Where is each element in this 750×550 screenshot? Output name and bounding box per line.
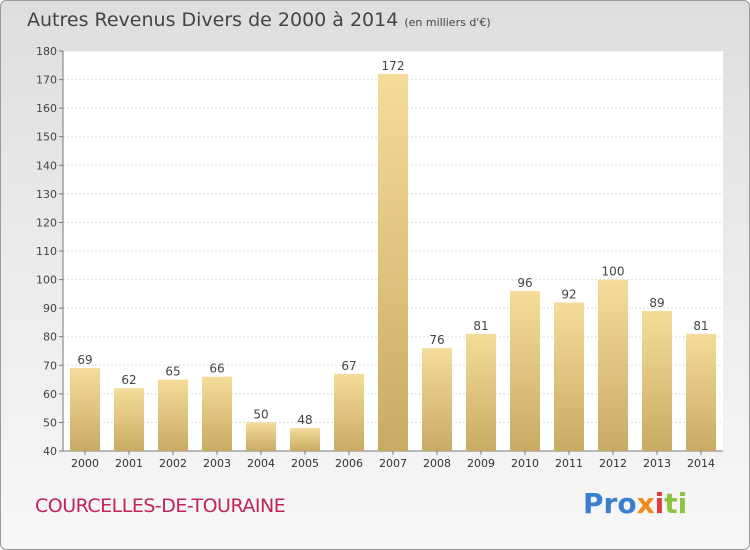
- data-label: 81: [693, 319, 708, 333]
- bar-2002: [158, 379, 188, 451]
- y-tick-label: 180: [36, 45, 57, 58]
- x-tick-label: 2004: [247, 457, 275, 470]
- bar-2013: [642, 311, 672, 451]
- y-tick-label: 170: [36, 74, 57, 87]
- data-label: 172: [382, 59, 405, 73]
- data-label: 100: [602, 265, 625, 279]
- y-tick-label: 90: [43, 302, 57, 315]
- data-label: 50: [253, 407, 268, 421]
- bar-2003: [202, 376, 232, 451]
- x-tick-label: 2001: [115, 457, 143, 470]
- x-tick-label: 2008: [423, 457, 451, 470]
- proxiti-logo: Proxiti: [583, 487, 688, 520]
- chart-unit: (en milliers d'€): [404, 16, 491, 29]
- y-tick-label: 150: [36, 131, 57, 144]
- bar-2006: [334, 373, 364, 451]
- y-tick-label: 140: [36, 159, 57, 172]
- data-label: 66: [209, 362, 224, 376]
- bar-2000: [70, 368, 100, 451]
- data-label: 48: [297, 413, 312, 427]
- y-tick-label: 100: [36, 274, 57, 287]
- bar-2007: [378, 73, 408, 451]
- x-tick-label: 2013: [643, 457, 671, 470]
- x-tick-label: 2007: [379, 457, 407, 470]
- y-tick-label: 120: [36, 216, 57, 229]
- y-tick-label: 130: [36, 188, 57, 201]
- data-label: 67: [341, 359, 356, 373]
- data-label: 76: [429, 333, 444, 347]
- y-tick-label: 70: [43, 359, 57, 372]
- x-tick-label: 2011: [555, 457, 583, 470]
- bar-2001: [114, 388, 144, 451]
- x-tick-label: 2009: [467, 457, 495, 470]
- data-label: 69: [77, 353, 92, 367]
- y-tick-label: 60: [43, 388, 57, 401]
- x-tick-label: 2005: [291, 457, 319, 470]
- x-tick-label: 2010: [511, 457, 539, 470]
- bar-2011: [554, 302, 584, 451]
- x-tick-label: 2014: [687, 457, 715, 470]
- bar-2010: [510, 291, 540, 451]
- x-tick-label: 2002: [159, 457, 187, 470]
- commune-name: COURCELLES-DE-TOURAINE: [35, 495, 286, 517]
- chart-title-text: Autres Revenus Divers de 2000 à 2014: [27, 9, 399, 31]
- bar-2004: [246, 422, 276, 451]
- bar-2014: [686, 333, 716, 451]
- chart-title: Autres Revenus Divers de 2000 à 2014 (en …: [27, 9, 491, 31]
- x-tick-label: 2003: [203, 457, 231, 470]
- data-label: 81: [473, 319, 488, 333]
- data-label: 96: [517, 276, 532, 290]
- x-tick-label: 2000: [71, 457, 99, 470]
- y-tick-label: 80: [43, 331, 57, 344]
- y-tick-label: 110: [36, 245, 57, 258]
- y-tick-label: 160: [36, 102, 57, 115]
- bar-2012: [598, 279, 628, 451]
- data-label: 92: [561, 287, 576, 301]
- bar-2005: [290, 428, 320, 451]
- y-tick-label: 50: [43, 416, 57, 429]
- x-tick-label: 2012: [599, 457, 627, 470]
- x-tick-label: 2006: [335, 457, 363, 470]
- data-label: 65: [165, 365, 180, 379]
- bar-2008: [422, 348, 452, 451]
- y-tick-label: 40: [43, 445, 57, 458]
- data-label: 89: [649, 296, 664, 310]
- bar-2009: [466, 333, 496, 451]
- data-label: 62: [121, 373, 136, 387]
